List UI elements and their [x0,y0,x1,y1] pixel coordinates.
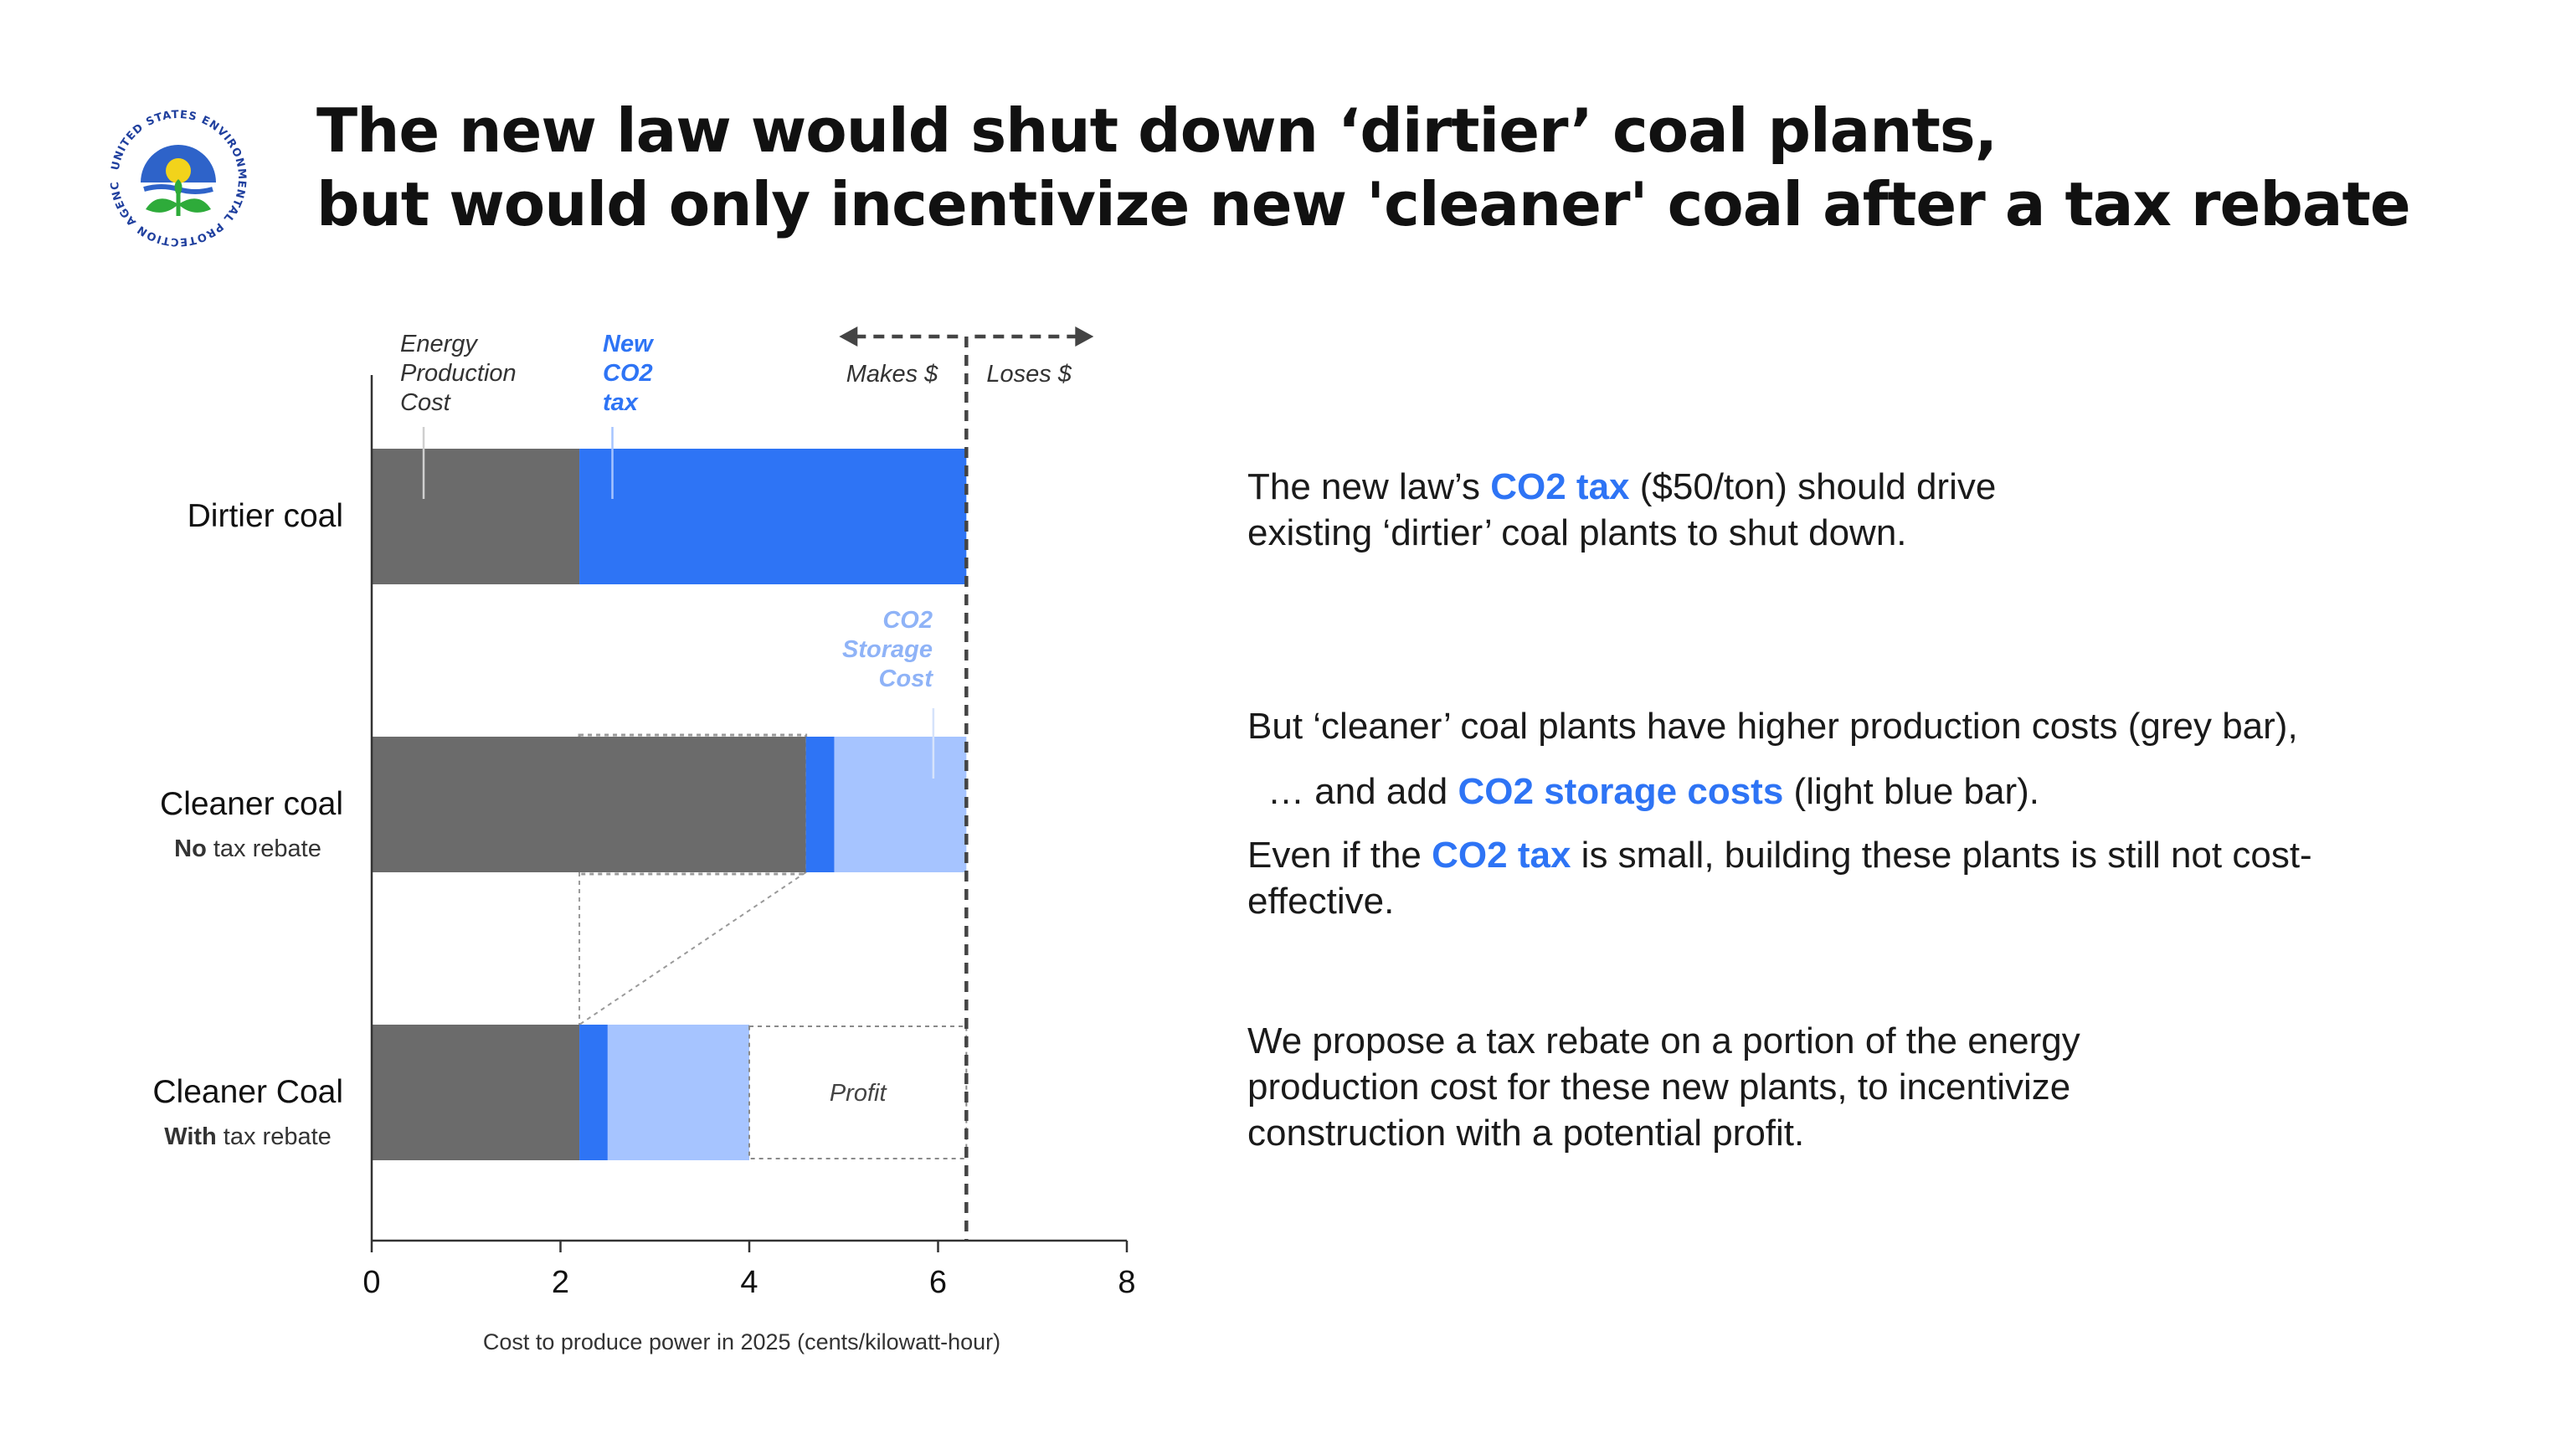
chart-bars [372,449,968,1160]
bar-segment [805,737,835,872]
bar-segment [579,449,967,584]
paragraph-proposal: We propose a tax rebate on a portion of … [1247,1018,2403,1156]
storage-cost-label: Cost [879,666,934,692]
paragraph-not-cost-effective: Even if the CO2 tax is small, building t… [1247,832,2403,924]
bar-segment [579,1025,608,1160]
category-label: Cleaner coal [160,786,343,822]
x-tick-label: 0 [362,1265,380,1300]
paragraph-production-costs: But ‘cleaner’ coal plants have higher pr… [1247,706,2298,747]
loses-arrowhead [1075,326,1094,347]
category-label: Dirtier coal [188,498,343,534]
x-tick-label: 4 [740,1265,758,1300]
x-tick-label: 6 [929,1265,947,1300]
paragraph-storage-costs: … and add CO2 storage costs (light blue … [1247,768,2403,815]
category-sublabel-rest: tax rebate [217,1123,332,1150]
chart-annotations: Dirtier coal Cleaner coal No tax rebate Pro… [152,326,1094,1241]
bar-segment [372,737,806,872]
bar-segment [372,449,580,584]
category-sublabel-bold: With [164,1123,217,1150]
p4-text-c: is small, building these plants is still… [1571,835,2312,876]
cost-chart: Dirtier coal Cleaner coal No tax rebate Pro… [152,326,1136,1354]
x-tick-label: 8 [1118,1265,1135,1300]
co2-tax-label: New [603,331,655,357]
category-sublabel-bold: No [174,835,207,862]
x-axis-label: Cost to produce power in 2025 (cents/kil… [483,1329,1000,1354]
p4-highlight: CO2 tax [1432,835,1571,876]
paragraph-co2-tax: The new law’s CO2 tax ($50/ton) should d… [1247,464,2403,556]
x-axis: 0 2 4 6 8 [362,375,1136,1300]
p1-text-a: The new law’s [1247,466,1491,507]
storage-cost-label: CO2 [882,607,933,634]
rebate-guide-diagonal [578,871,807,1025]
epa-logo: UNITED STATES ENVIRONMENTAL PROTECTION A… [99,99,254,254]
p5-line-3: construction with a potential profit. [1247,1113,1805,1154]
p3-highlight: CO2 storage costs [1458,771,1784,812]
co2-tax-label: CO2 [603,360,653,387]
category-sublabel: No tax rebate [174,835,321,862]
energy-cost-label: Cost [400,389,452,416]
bar-segment [607,1025,749,1160]
p3-text-c: (light blue bar). [1783,771,2040,812]
storage-cost-label: Storage [842,636,933,663]
bar-segment [834,737,967,872]
p1-text-c: ($50/ton) should drive [1629,466,1997,507]
p4-text-a: Even if the [1247,835,1432,876]
makes-money-label: Makes $ [846,361,938,388]
bar-segment [372,1025,580,1160]
page-title: The new law would shut down ‘dirtier’ co… [316,94,2411,241]
category-label: Cleaner Coal [152,1074,343,1110]
x-tick-label: 2 [552,1265,569,1300]
p1-text-d: existing ‘dirtier’ coal plants to shut d… [1247,512,1907,553]
title-line-2: but would only incentivize new 'cleaner'… [316,169,2411,239]
title-line-1: The new law would shut down ‘dirtier’ co… [316,95,1998,166]
p5-line-2: production cost for these new plants, to… [1247,1067,2071,1108]
category-sublabel: With tax rebate [164,1123,332,1150]
energy-cost-label: Energy [400,331,478,357]
loses-money-label: Loses $ [986,361,1072,388]
p3-text-a: … and add [1267,771,1458,812]
category-sublabel-rest: tax rebate [207,835,321,862]
p1-highlight: CO2 tax [1490,466,1630,507]
p4-text-d: effective. [1247,881,1395,922]
energy-cost-label: Production [400,360,517,387]
makes-arrowhead [839,326,858,347]
p5-line-1: We propose a tax rebate on a portion of … [1247,1020,2080,1061]
profit-label: Profit [830,1080,888,1107]
co2-tax-label: tax [603,389,640,416]
